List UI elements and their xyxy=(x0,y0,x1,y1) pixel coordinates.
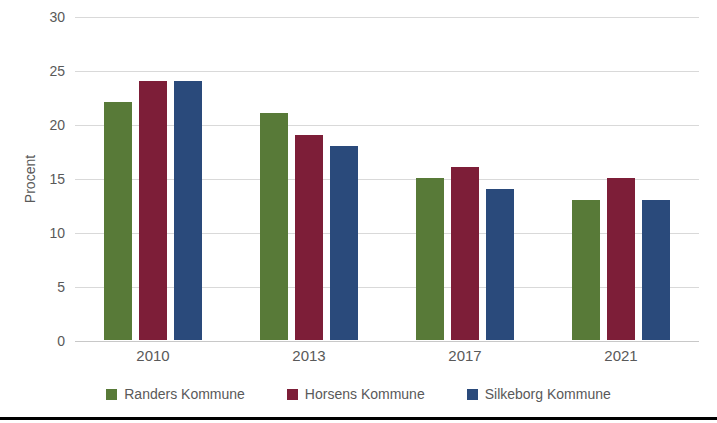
legend-item-horsens-kommune: Horsens Kommune xyxy=(287,386,425,402)
legend-swatch-icon xyxy=(106,389,117,400)
bar-horsens-kommune-2010 xyxy=(139,81,167,340)
y-tick-label: 0 xyxy=(0,333,65,349)
gridline xyxy=(75,179,699,180)
y-tick-label: 10 xyxy=(0,225,65,241)
y-tick-label: 25 xyxy=(0,63,65,79)
x-tick-label-2021: 2021 xyxy=(604,347,637,364)
bar-silkeborg-kommune-2021 xyxy=(642,200,670,340)
y-tick-label: 5 xyxy=(0,279,65,295)
bar-horsens-kommune-2013 xyxy=(295,135,323,340)
legend-item-silkeborg-kommune: Silkeborg Kommune xyxy=(467,386,611,402)
y-tick-label: 20 xyxy=(0,117,65,133)
bar-randers-kommune-2013 xyxy=(260,113,288,340)
gridline xyxy=(75,125,699,126)
gridline xyxy=(75,287,699,288)
legend-swatch-icon xyxy=(287,389,298,400)
legend-label: Silkeborg Kommune xyxy=(485,386,611,402)
gridline xyxy=(75,71,699,72)
gridline xyxy=(75,233,699,234)
legend-label: Randers Kommune xyxy=(124,386,245,402)
gridline xyxy=(75,17,699,18)
y-tick-label: 30 xyxy=(0,9,65,25)
bar-silkeborg-kommune-2017 xyxy=(486,189,514,340)
bar-randers-kommune-2017 xyxy=(416,178,444,340)
y-tick-label: 15 xyxy=(0,171,65,187)
bar-chart-canvas: Procent 302520151050 2010201320172021 Ra… xyxy=(0,0,717,423)
x-axis-line xyxy=(75,341,699,342)
plot-area xyxy=(75,17,699,341)
bar-silkeborg-kommune-2013 xyxy=(330,146,358,340)
legend-label: Horsens Kommune xyxy=(305,386,425,402)
legend: Randers Kommune Horsens Kommune Silkeborg … xyxy=(0,386,717,402)
x-tick-label-2010: 2010 xyxy=(136,347,169,364)
bar-horsens-kommune-2021 xyxy=(607,178,635,340)
x-axis-labels: 2010 2013 2017 2021 xyxy=(75,347,699,367)
legend-item-randers-kommune: Randers Kommune xyxy=(106,386,245,402)
bar-silkeborg-kommune-2010 xyxy=(174,81,202,340)
legend-swatch-icon xyxy=(467,389,478,400)
bar-randers-kommune-2021 xyxy=(572,200,600,340)
bar-horsens-kommune-2017 xyxy=(451,167,479,340)
bar-randers-kommune-2010 xyxy=(104,102,132,340)
bottom-border-line xyxy=(0,417,717,420)
x-tick-label-2017: 2017 xyxy=(448,347,481,364)
x-tick-label-2013: 2013 xyxy=(292,347,325,364)
